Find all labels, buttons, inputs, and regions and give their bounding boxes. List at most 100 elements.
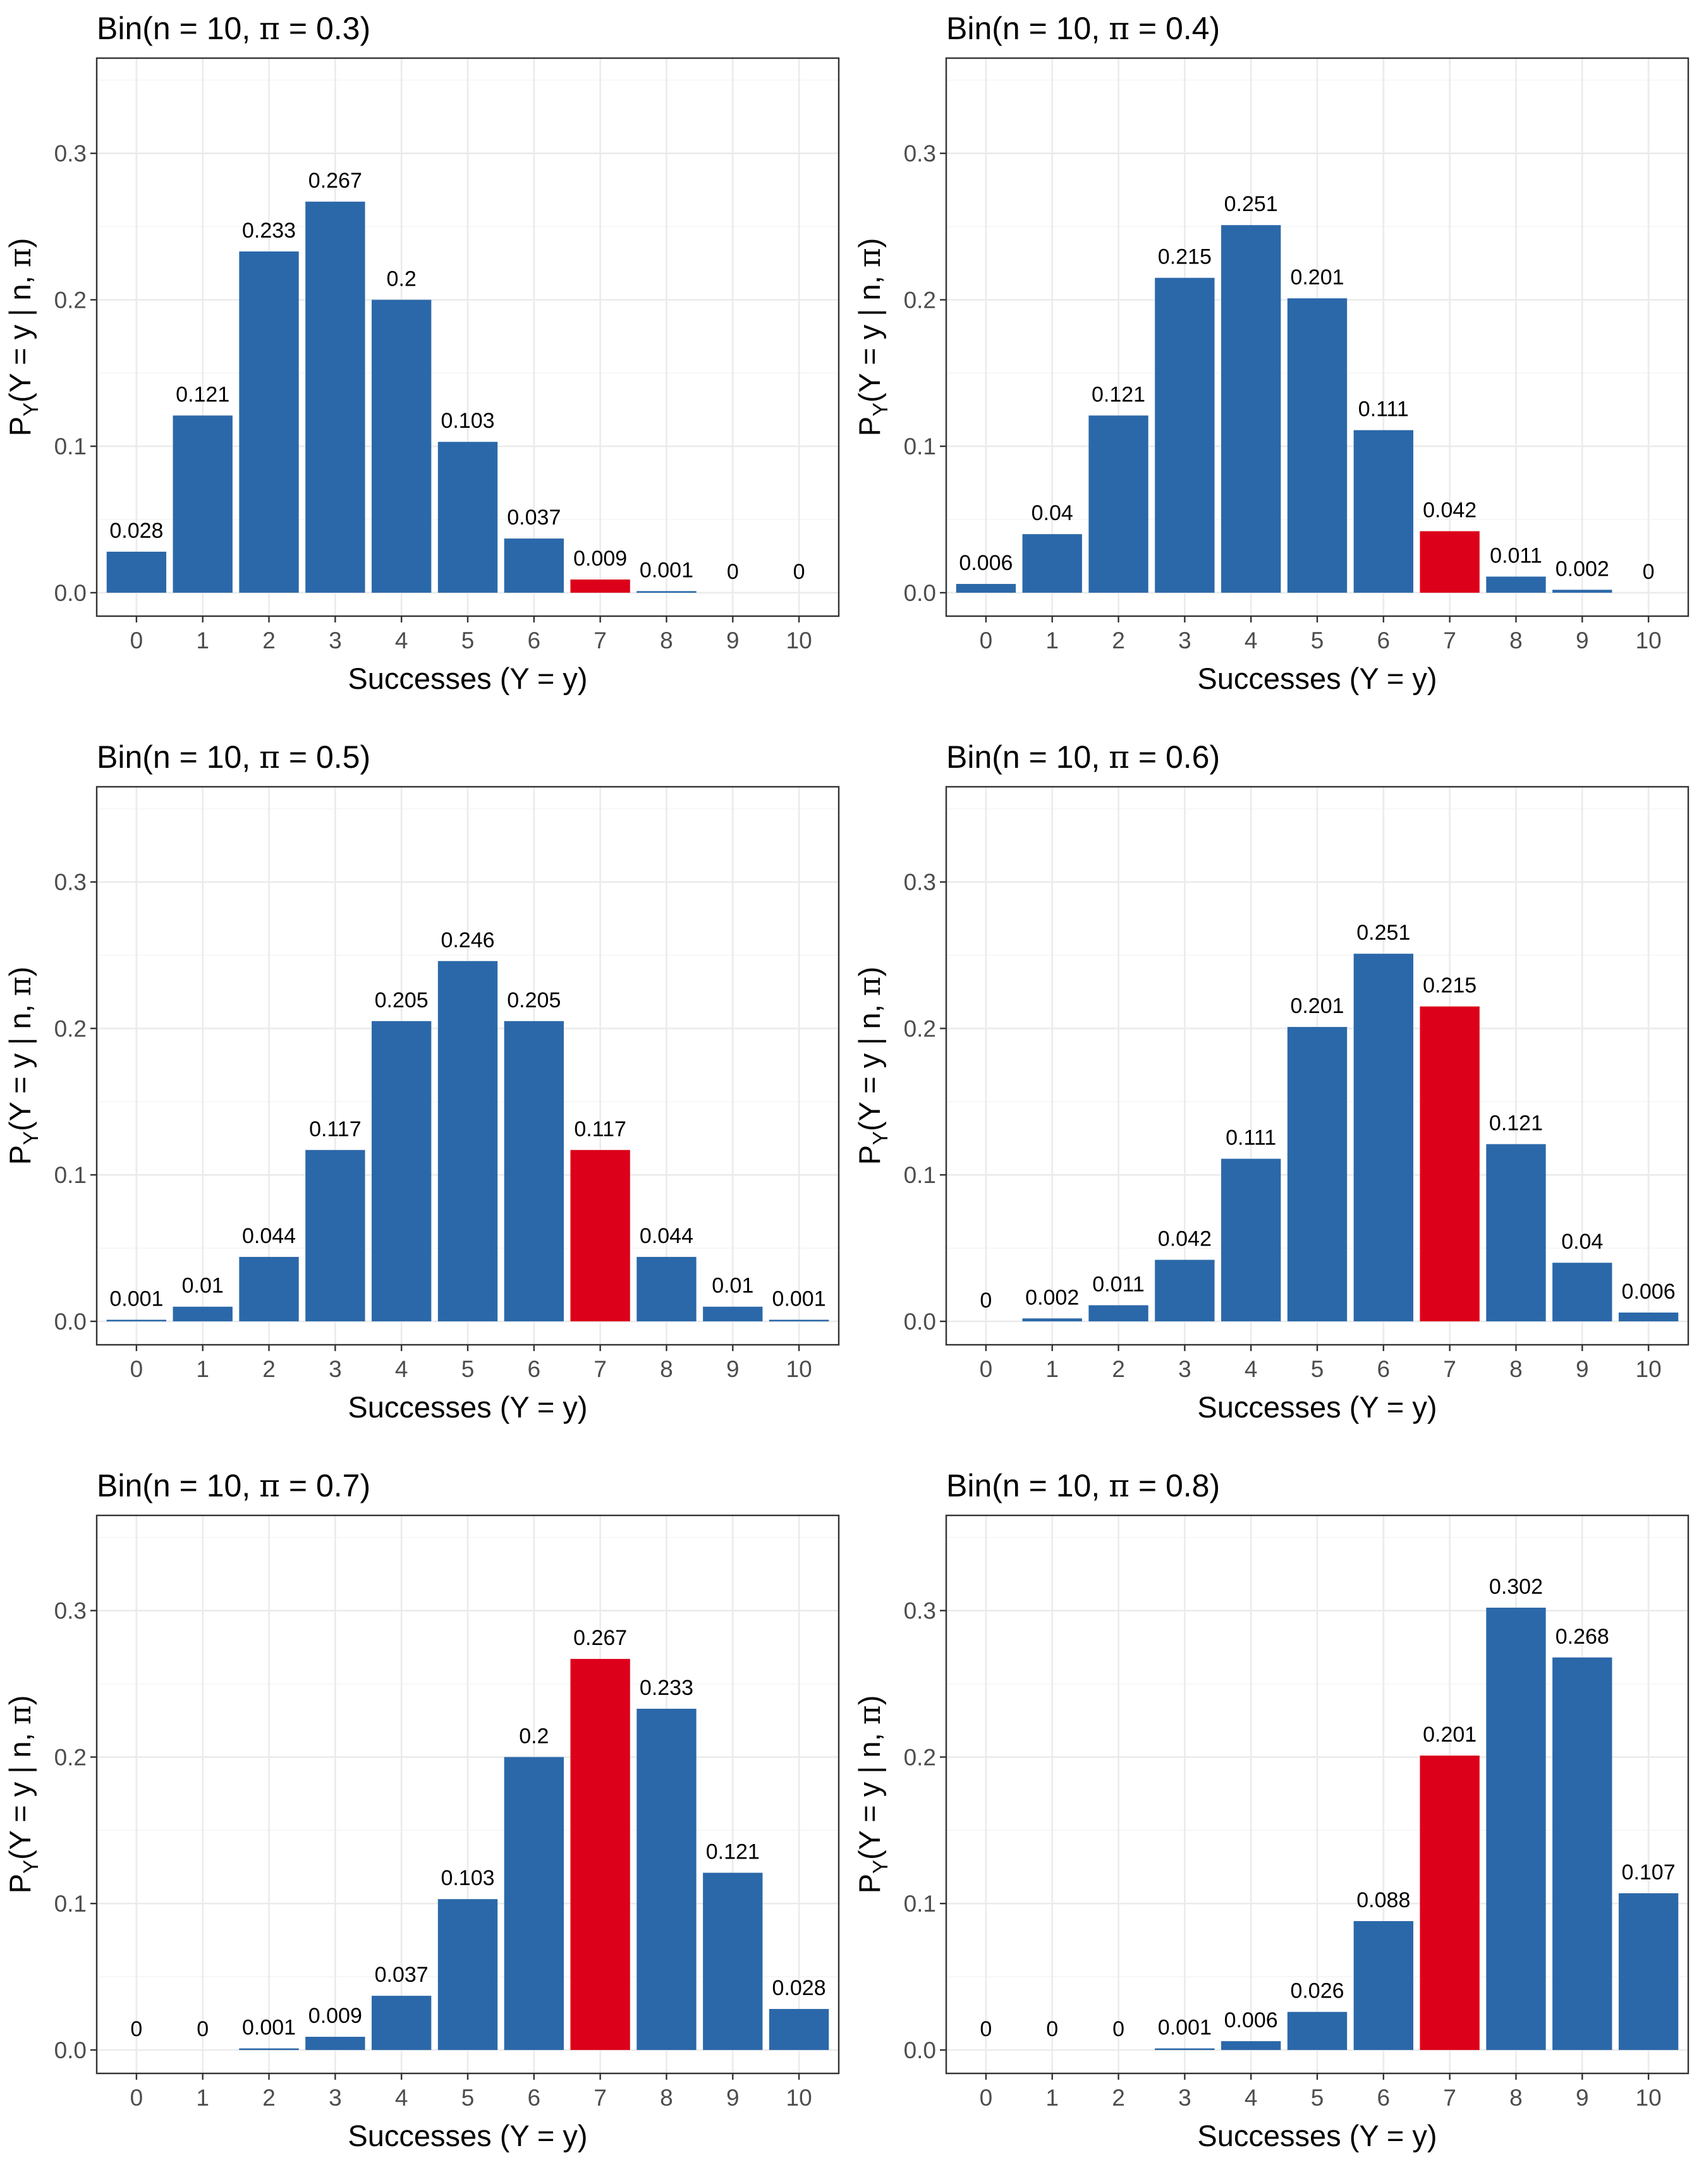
bar-value-label: 0 [727,560,739,584]
x-tick-label: 8 [660,2085,673,2111]
bar [1221,1158,1281,1321]
bar-thin-edge [769,1320,829,1321]
bar [570,579,630,593]
bar-value-label: 0 [1112,2017,1124,2041]
bar-value-label: 0.042 [1158,1227,1212,1251]
x-tick-label: 4 [395,2085,408,2111]
bar [372,1996,432,2050]
x-tick-label: 3 [329,628,342,653]
bar-value-label: 0.009 [308,2004,362,2028]
x-tick-label: 7 [1443,2085,1456,2111]
bar [703,1872,763,2050]
bar-value-label: 0.201 [1290,994,1344,1018]
x-tick-label: 3 [1178,2085,1191,2111]
y-tick-label: 0.1 [904,1891,936,1917]
x-tick-label: 3 [1178,1356,1191,1382]
bar-value-label: 0.117 [574,1117,626,1141]
bar [504,1021,564,1321]
bar-value-label: 0.01 [712,1274,753,1298]
x-tick-label: 9 [1576,2085,1589,2111]
bar [1552,590,1612,593]
x-axis-label: Successes (Y = y) [1197,1390,1437,1424]
bar-thin-edge [1155,2048,1215,2050]
bar-value-label: 0.121 [176,382,229,406]
y-axis-label: PY(Y = y | n, π) [853,238,892,437]
bar-value-label: 0 [130,2017,142,2041]
bar [437,442,498,593]
x-tick-label: 2 [1112,628,1125,653]
y-tick-label: 0.1 [904,1162,936,1188]
bar [504,1757,564,2050]
bar [106,552,167,593]
bar [173,1306,233,1321]
bar-thin-edge [106,1320,167,1321]
bar-value-label: 0.251 [1224,192,1278,216]
chart-panel: 0 0 0 0.001 0.0060.0260.0880.2010.3020.2680.… [853,1467,1690,2152]
bar [305,202,365,593]
bar-value-label: 0.002 [1556,557,1609,581]
x-tick-label: 4 [1245,2085,1258,2111]
y-tick-label: 0.1 [54,434,87,459]
bar-value-label: 0.251 [1356,921,1410,945]
bar [1420,531,1480,593]
y-axis-label: PY(Y = y | n, π) [3,967,42,1165]
y-tick-label: 0.0 [904,1309,936,1335]
bar-value-label: 0.028 [109,519,163,543]
chart-panel: 0.0010.010.0440.1170.2050.2460.2050.1170… [3,739,840,1424]
y-tick-label: 0.2 [54,1744,87,1770]
bar [956,584,1016,593]
bar [437,961,498,1321]
y-tick-label: 0.2 [54,1016,87,1041]
x-tick-label: 5 [461,1356,475,1382]
bar [1420,1756,1480,2050]
bar-value-label: 0.001 [772,1287,826,1311]
x-tick-label: 1 [1045,1356,1059,1382]
bar [1486,1608,1546,2050]
bar-value-label: 0.201 [1290,265,1344,289]
x-tick-label: 10 [786,1356,812,1382]
bar [1353,954,1413,1321]
x-tick-label: 1 [1045,628,1059,653]
bar-value-label: 0.006 [1622,1280,1676,1304]
x-tick-label: 1 [196,2085,209,2111]
bar-value-label: 0.268 [1556,1625,1609,1649]
bar-value-label: 0.006 [959,551,1013,575]
y-tick-label: 0.3 [54,141,87,167]
x-tick-label: 9 [1576,1356,1589,1382]
x-tick-label: 10 [1636,2085,1662,2111]
bar-value-label: 0.028 [772,1976,826,2000]
x-tick-label: 2 [262,628,276,653]
bar-thin-edge [239,2048,299,2050]
bar [1088,1305,1148,1321]
bar-value-label: 0.103 [441,1866,494,1890]
bar [1552,1263,1612,1321]
x-tick-label: 0 [980,1356,993,1382]
x-tick-label: 2 [1112,1356,1125,1382]
bar-value-label: 0 [1643,560,1655,584]
y-axis-label: PY(Y = y | n, π) [3,1696,42,1894]
bar-value-label: 0.107 [1622,1860,1676,1884]
bar [1221,2041,1281,2050]
bar-value-label: 0.121 [1092,382,1145,406]
y-tick-label: 0.2 [904,1744,936,1770]
bar-thin-edge [636,591,697,593]
bar-value-label: 0.037 [375,1963,429,1987]
bar [305,1150,365,1321]
x-tick-label: 5 [1311,1356,1324,1382]
x-axis-label: Successes (Y = y) [1197,2119,1437,2152]
bar-value-label: 0.267 [573,1626,627,1650]
chart-title: Bin(n = 10, π = 0.3) [97,10,370,47]
bar [1155,1259,1215,1321]
bar-value-label: 0.215 [1158,245,1212,269]
bar [1353,430,1413,593]
x-tick-label: 9 [1576,628,1589,653]
chart-title: Bin(n = 10, π = 0.5) [97,739,370,775]
y-axis-label: PY(Y = y | n, π) [853,1696,892,1894]
bar-value-label: 0.088 [1356,1888,1410,1912]
y-tick-label: 0.2 [904,287,936,313]
bar-value-label: 0.011 [1490,543,1542,567]
bar-value-label: 0.044 [640,1224,693,1248]
bar [636,1708,697,2050]
bar [305,2037,365,2050]
x-tick-label: 9 [726,2085,740,2111]
